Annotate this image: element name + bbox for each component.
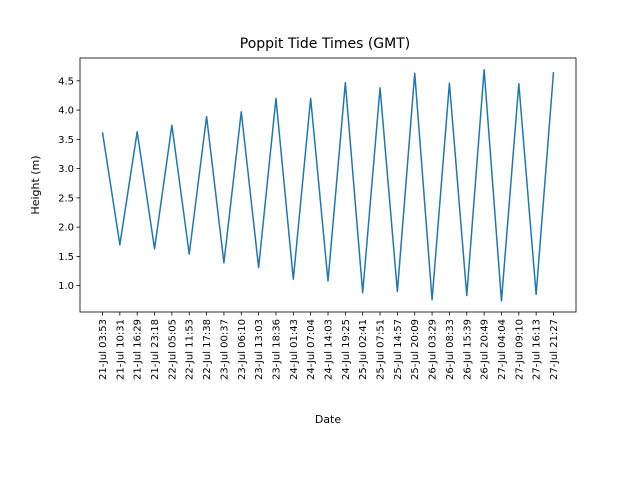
y-axis: 1.0 1.5 2.0 2.5 3.0 3.5 4.0 4.5 <box>58 76 80 292</box>
x-tick-label: 24-Jul 01:43 <box>289 319 300 380</box>
x-tick-label: 23-Jul 06:10 <box>237 319 248 380</box>
series-group <box>101 68 555 302</box>
y-axis-label: Height (m) <box>29 155 42 214</box>
x-tick-label: 26-Jul 03:29 <box>428 319 439 380</box>
x-tick-label: 27-Jul 21:27 <box>549 319 560 380</box>
x-tick-label: 27-Jul 09:10 <box>514 319 525 380</box>
y-tick-label: 3.0 <box>58 164 74 175</box>
x-tick-label: 25-Jul 02:41 <box>358 319 369 380</box>
x-tick-label: 27-Jul 04:04 <box>497 319 508 380</box>
y-tick-label: 4.5 <box>58 76 74 87</box>
x-tick-label: 26-Jul 15:39 <box>462 319 473 380</box>
x-tick-label: 26-Jul 20:49 <box>480 319 491 380</box>
x-axis: 21-Jul 03:53 21-Jul 10:31 21-Jul 16:29 21-J… <box>98 312 560 380</box>
chart-title: Poppit Tide Times (GMT) <box>240 36 410 52</box>
x-tick-label: 26-Jul 08:33 <box>445 319 456 380</box>
x-tick-label: 23-Jul 18:36 <box>271 319 282 380</box>
x-tick-label: 21-Jul 03:53 <box>98 319 109 380</box>
x-tick-label: 23-Jul 13:03 <box>254 319 265 380</box>
x-tick-label: 25-Jul 14:57 <box>393 319 404 380</box>
y-tick-label: 1.0 <box>58 281 74 292</box>
x-tick-label: 22-Jul 11:53 <box>185 319 196 380</box>
x-tick-label: 21-Jul 10:31 <box>115 319 126 380</box>
x-tick-label: 24-Jul 19:25 <box>341 319 352 380</box>
series-line <box>101 68 555 302</box>
x-tick-label: 24-Jul 14:03 <box>324 319 335 380</box>
x-tick-label: 22-Jul 17:38 <box>202 319 213 380</box>
y-tick-label: 2.5 <box>58 193 74 204</box>
x-tick-label: 21-Jul 23:18 <box>150 319 161 380</box>
y-tick-label: 2.0 <box>58 223 74 234</box>
y-tick-label: 4.0 <box>58 106 74 117</box>
x-tick-label: 21-Jul 16:29 <box>133 319 144 380</box>
y-tick-label: 3.5 <box>58 135 74 146</box>
x-tick-label: 23-Jul 00:37 <box>219 319 230 380</box>
x-tick-label: 22-Jul 05:05 <box>167 319 178 380</box>
x-tick-label: 24-Jul 07:04 <box>306 319 317 380</box>
x-axis-label: Date <box>315 413 342 426</box>
x-tick-label: 25-Jul 20:09 <box>410 319 421 380</box>
x-tick-label: 25-Jul 07:51 <box>376 319 387 380</box>
x-tick-label: 27-Jul 16:13 <box>532 319 543 380</box>
y-tick-label: 1.5 <box>58 252 74 263</box>
